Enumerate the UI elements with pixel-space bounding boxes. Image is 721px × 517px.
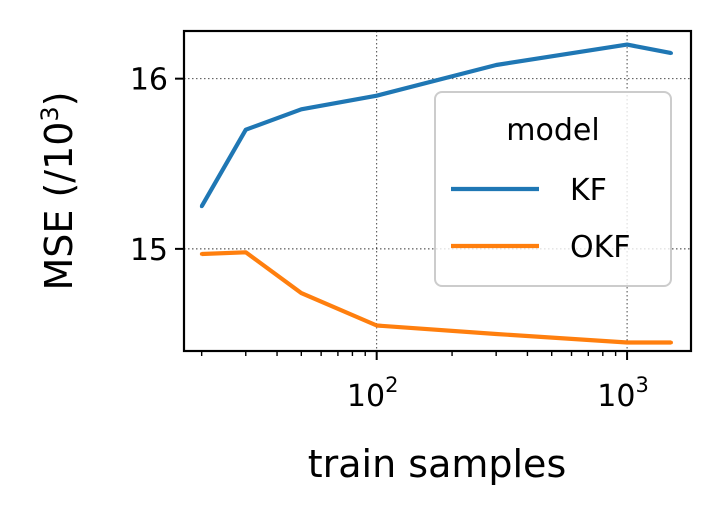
x-axis-label: train samples — [308, 442, 567, 486]
legend-box — [434, 91, 672, 287]
legend-entries: KF OKF — [451, 173, 631, 265]
y-axis-label-close: ) — [37, 91, 81, 106]
point-okf-6 — [669, 340, 673, 345]
point-okf-3 — [374, 323, 379, 328]
point-okf-2 — [299, 291, 304, 295]
point-kf-1 — [243, 127, 248, 132]
legend-title: model — [506, 113, 599, 148]
point-okf-4 — [494, 332, 498, 336]
y-tick-label-0: 15 — [130, 233, 168, 268]
y-axis-label-exponent: 3 — [36, 106, 64, 121]
plot-frame — [182, 29, 693, 353]
y-axis-label: MSE (/103) — [36, 91, 81, 290]
y-tick-label-1: 16 — [130, 63, 168, 98]
legend: model KF OKF — [434, 91, 672, 287]
point-okf-0 — [199, 252, 204, 256]
series-layer — [199, 42, 673, 345]
x-tick-label-0: 102 — [347, 373, 399, 414]
tick-layer: 102 103 15 16 — [130, 63, 649, 414]
point-kf-4 — [494, 63, 498, 67]
point-okf-5 — [625, 340, 629, 345]
point-kf-3 — [374, 93, 379, 98]
x-tick-label-1: 103 — [597, 373, 649, 414]
point-kf-5 — [625, 42, 629, 47]
point-kf-6 — [669, 51, 673, 55]
y-axis-label-main: MSE (/10 — [37, 122, 81, 291]
point-okf-1 — [243, 250, 248, 255]
legend-label-kf: KF — [570, 173, 607, 208]
point-kf-2 — [299, 107, 304, 112]
legend-label-okf: OKF — [570, 230, 631, 265]
point-kf-0 — [199, 204, 204, 209]
